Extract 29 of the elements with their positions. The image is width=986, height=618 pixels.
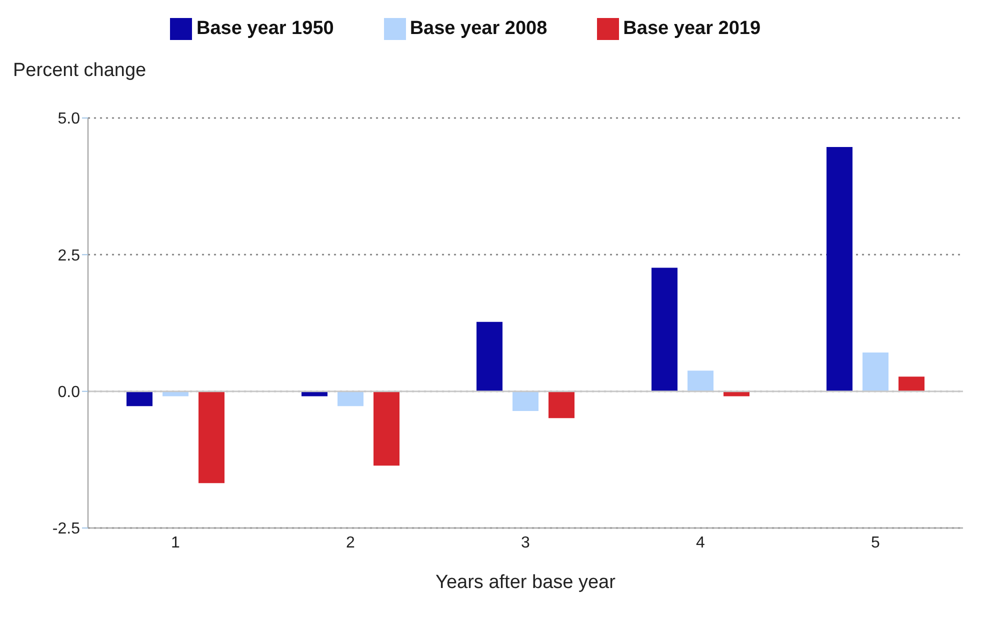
bar bbox=[476, 322, 502, 392]
y-tick-label: -2.5 bbox=[52, 520, 80, 538]
bar bbox=[862, 352, 888, 392]
bar bbox=[338, 391, 364, 406]
x-axis-title: Years after base year bbox=[436, 572, 616, 593]
y-tick-label: 5.0 bbox=[58, 110, 80, 128]
bar bbox=[724, 391, 750, 396]
bar bbox=[198, 391, 224, 484]
x-tick-label: 4 bbox=[696, 534, 706, 552]
bar bbox=[652, 268, 678, 392]
x-tick-label: 2 bbox=[346, 534, 356, 552]
x-tick-label: 1 bbox=[171, 534, 180, 552]
bar bbox=[688, 370, 714, 392]
y-axis-title: Percent change bbox=[13, 60, 146, 82]
bar bbox=[898, 376, 924, 392]
y-tick-label: 2.5 bbox=[58, 247, 80, 264]
bar bbox=[162, 391, 188, 396]
bar bbox=[374, 391, 400, 466]
y-tick-label: 0.0 bbox=[58, 384, 80, 402]
legend-label: Base year 1950 bbox=[196, 18, 334, 40]
legend-label: Base year 2008 bbox=[410, 18, 548, 40]
bar bbox=[302, 391, 328, 396]
bar bbox=[548, 391, 574, 418]
bar bbox=[126, 391, 152, 406]
legend-label: Base year 2019 bbox=[623, 18, 761, 40]
x-tick-label: 3 bbox=[521, 534, 530, 552]
bar bbox=[512, 391, 538, 412]
x-tick-label: 5 bbox=[871, 534, 880, 552]
bar bbox=[826, 146, 852, 392]
